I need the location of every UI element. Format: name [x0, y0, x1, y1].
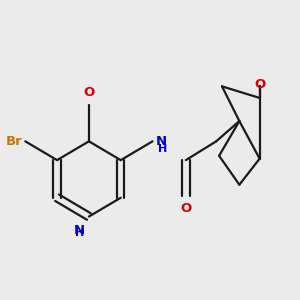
Text: O: O: [83, 86, 94, 99]
Text: H: H: [158, 144, 167, 154]
Text: O: O: [254, 78, 265, 91]
Text: N: N: [74, 224, 85, 237]
Text: N: N: [155, 135, 167, 148]
Text: H: H: [75, 228, 84, 238]
Text: Br: Br: [6, 135, 22, 148]
Text: O: O: [180, 202, 191, 215]
